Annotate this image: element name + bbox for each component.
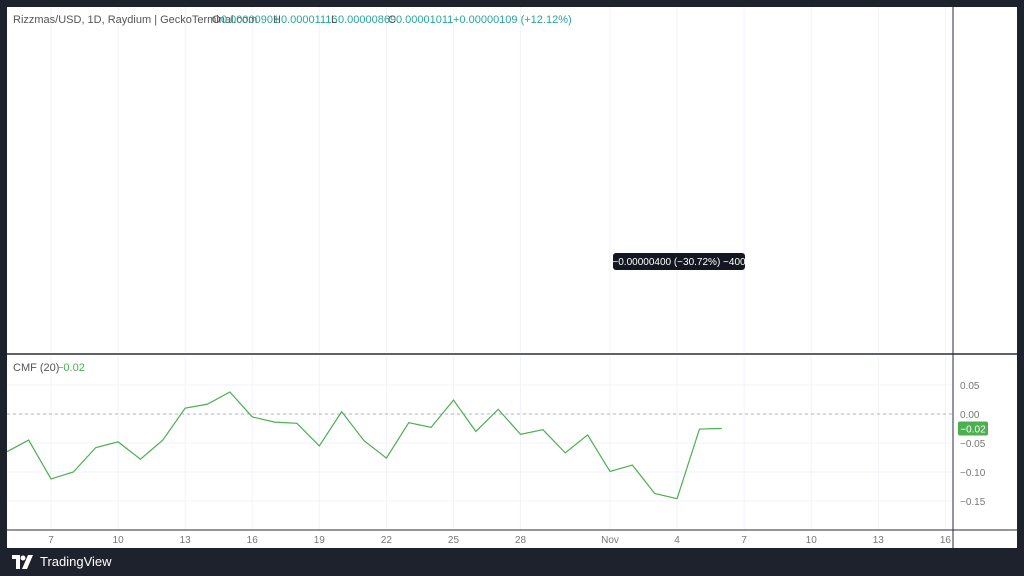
chart-panel <box>7 7 1017 548</box>
time-tick-label: 13 <box>180 535 192 546</box>
time-tick-label: 28 <box>515 535 527 546</box>
time-tick-label: 25 <box>448 535 460 546</box>
close-value: 0.00001011 <box>396 14 453 26</box>
close-label: C <box>388 14 396 26</box>
high-label: H <box>273 14 281 26</box>
measure-label: −0.00000400 (−30.72%) −400 <box>612 257 746 268</box>
change-value: +0.00000109 (+12.12%) <box>453 14 572 26</box>
tradingview-logo[interactable]: TradingView <box>12 554 112 569</box>
brand-name: TradingView <box>40 554 112 569</box>
cmf-tick-label: 0.00 <box>960 410 980 421</box>
cmf-line <box>6 391 722 500</box>
tradingview-icon <box>12 554 33 569</box>
time-tick-label: Nov <box>601 535 619 546</box>
time-tick-label: 19 <box>314 535 326 546</box>
time-tick-label: 13 <box>873 535 885 546</box>
time-tick-label: 7 <box>741 535 747 546</box>
time-tick-label: 16 <box>940 535 952 546</box>
low-value: 0.00000869 <box>338 14 396 26</box>
cmf-last-tag-label: −0.02 <box>960 425 986 436</box>
symbol-title: Rizzmas/USD, 1D, Raydium | GeckoTerminal… <box>13 14 257 26</box>
measure-label-bg <box>613 253 745 270</box>
time-tick-label: 22 <box>381 535 393 546</box>
high-value: 0.00001116 <box>281 14 337 26</box>
time-tick-label: 4 <box>674 535 680 546</box>
time-tick-label: 10 <box>806 535 818 546</box>
footer-bar: TradingView <box>0 548 1024 576</box>
time-tick-label: 7 <box>48 535 54 546</box>
cmf-last-tag-bg <box>958 421 988 436</box>
open-value: 0.00000901 <box>221 14 279 26</box>
time-tick-label: 16 <box>247 535 259 546</box>
time-tick-label: 10 <box>113 535 125 546</box>
cmf-header-value: −0.02 <box>57 362 85 374</box>
cmf-tick-label: −0.05 <box>960 439 986 450</box>
cmf-tick-label: −0.10 <box>960 468 986 479</box>
open-label: O <box>212 14 221 26</box>
cmf-tick-label: −0.15 <box>960 497 986 508</box>
cmf-tick-label: 0.05 <box>960 381 980 392</box>
cmf-label: CMF (20) <box>13 362 59 374</box>
low-label: L <box>331 14 337 26</box>
